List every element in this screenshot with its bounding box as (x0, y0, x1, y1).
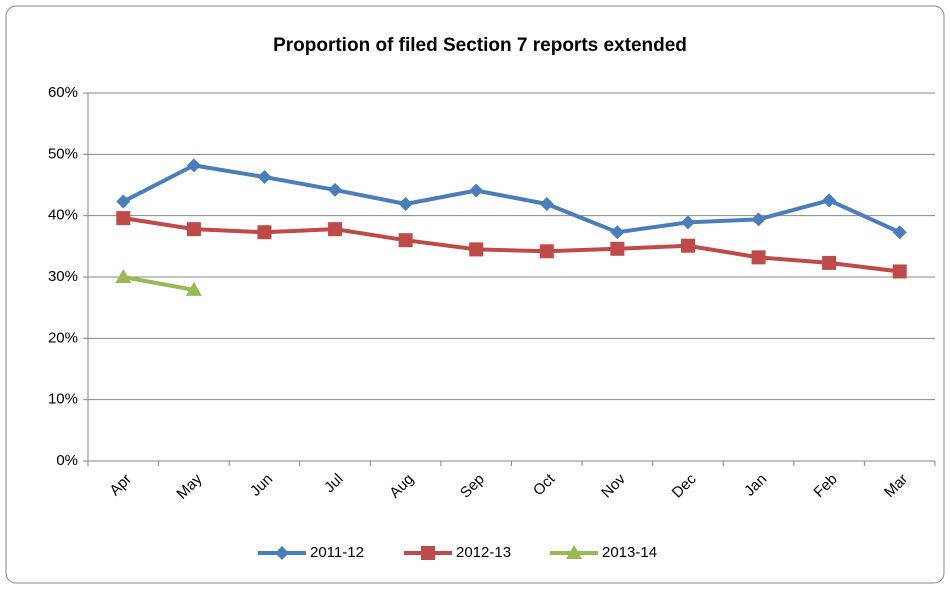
y-tick-label: 0% (56, 452, 78, 469)
data-point (892, 264, 907, 279)
data-point (116, 211, 131, 226)
data-point (257, 170, 272, 185)
data-point (328, 182, 343, 197)
legend-label: 2011-12 (310, 544, 364, 561)
series-line (122, 216, 900, 274)
data-point (116, 194, 131, 209)
series-line (122, 163, 901, 235)
data-point (186, 222, 201, 237)
chart-frame (5, 5, 945, 584)
data-point (186, 158, 201, 173)
data-point (680, 238, 695, 253)
y-tick-label: 20% (48, 329, 78, 346)
data-point (822, 255, 837, 270)
data-point (822, 193, 837, 208)
chart-title: Proportion of filed Section 7 reports ex… (273, 35, 687, 56)
data-point (680, 215, 695, 230)
data-point (398, 233, 413, 248)
data-point (751, 212, 766, 227)
data-point (328, 222, 343, 237)
data-point (469, 183, 484, 198)
data-point (115, 269, 132, 283)
legend-marker (566, 545, 582, 559)
data-point (610, 241, 625, 256)
legend-marker (421, 546, 435, 560)
y-tick-label: 40% (48, 207, 78, 224)
data-point (257, 225, 272, 240)
legend-marker (275, 546, 289, 560)
series-line (122, 275, 195, 292)
y-tick-label: 30% (48, 268, 78, 285)
data-point (469, 242, 484, 257)
data-point (610, 225, 625, 240)
data-point (398, 197, 413, 212)
data-point (539, 197, 554, 212)
legend-label: 2012-13 (456, 544, 511, 561)
y-tick-label: 10% (48, 391, 78, 408)
data-point (892, 225, 907, 240)
data-point (539, 244, 554, 259)
y-tick-label: 60% (48, 84, 78, 101)
y-tick-label: 50% (48, 145, 78, 162)
data-point (751, 250, 766, 265)
legend-label: 2013-14 (602, 544, 657, 561)
data-point (185, 281, 202, 296)
